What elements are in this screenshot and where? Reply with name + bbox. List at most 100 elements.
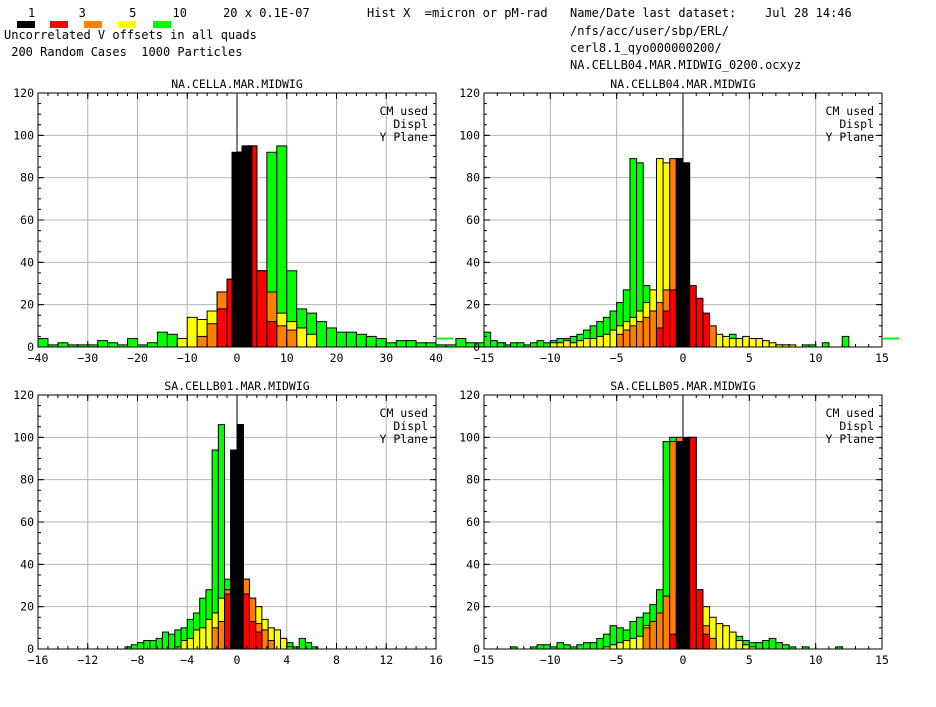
- panel-annotation: Y Plane: [826, 130, 875, 144]
- x-tick-label: −5: [610, 653, 624, 667]
- bar: [248, 620, 257, 650]
- bar: [755, 642, 764, 650]
- bar: [510, 342, 518, 348]
- bar: [689, 436, 697, 650]
- y-tick-label: 100: [13, 430, 34, 444]
- bar: [176, 338, 188, 348]
- x-tick-label: −15: [474, 351, 495, 365]
- y-tick-label: 80: [466, 473, 480, 487]
- bar: [616, 333, 624, 348]
- bar: [143, 640, 151, 650]
- x-tick-label: 12: [379, 653, 393, 667]
- x-tick-label: 30: [379, 351, 393, 365]
- bar: [735, 640, 744, 650]
- bar: [609, 329, 618, 348]
- bar: [695, 589, 704, 650]
- bar: [298, 637, 306, 650]
- bar: [702, 312, 711, 348]
- panel-annotation: Displ: [393, 117, 428, 131]
- bar: [563, 340, 571, 348]
- y-tick-label: 100: [459, 128, 480, 142]
- x-tick-label: 10: [809, 653, 823, 667]
- bar: [715, 333, 724, 348]
- bar: [629, 637, 638, 650]
- bar: [326, 327, 337, 348]
- x-tick-label: −16: [28, 653, 49, 667]
- x-tick-label: 40: [429, 351, 443, 365]
- x-tick-label: −10: [177, 351, 198, 365]
- bar: [345, 331, 357, 348]
- panel-annotation: CM used: [380, 104, 428, 118]
- y-tick-label: 120: [13, 388, 34, 402]
- panel-annotation: Y Plane: [380, 432, 429, 446]
- bar: [589, 338, 598, 348]
- dataset-path-2: cerl8.1_qyo000000200/: [570, 41, 722, 55]
- bar: [180, 640, 188, 650]
- y-tick-label: 0: [27, 340, 34, 354]
- bar: [722, 335, 730, 348]
- x-tick-label: −10: [540, 653, 561, 667]
- x-tick-label: −15: [474, 653, 495, 667]
- bar: [549, 342, 558, 348]
- bar: [211, 627, 219, 650]
- bar: [841, 335, 850, 348]
- bar: [490, 340, 498, 348]
- bar: [137, 642, 145, 650]
- y-tick-label: 20: [20, 298, 34, 312]
- y-tick-label: 120: [459, 86, 480, 100]
- x-tick-label: 16: [429, 653, 443, 667]
- bar: [186, 316, 198, 348]
- bar: [536, 644, 545, 650]
- bar: [276, 325, 288, 348]
- bar: [629, 325, 638, 348]
- hist-units: Hist X =micron or pM-rad: [367, 6, 548, 20]
- y-tick-label: 40: [466, 255, 480, 269]
- bar: [316, 321, 328, 348]
- bar: [589, 642, 598, 650]
- x-tick-label: 0: [234, 653, 241, 667]
- bar: [556, 642, 565, 650]
- y-tick-label: 120: [459, 388, 480, 402]
- bar: [435, 344, 447, 348]
- bar: [529, 342, 538, 348]
- y-tick-label: 40: [466, 557, 480, 571]
- y-tick-label: 80: [20, 171, 34, 185]
- bar: [655, 327, 664, 348]
- bar: [127, 338, 139, 348]
- y-tick-label: 40: [20, 557, 34, 571]
- x-tick-label: 0: [680, 653, 687, 667]
- x-tick-label: 0: [680, 351, 687, 365]
- bar: [355, 333, 367, 348]
- bar: [57, 342, 69, 348]
- x-tick-label: 4: [283, 653, 290, 667]
- legend-swatch-1: [17, 21, 35, 28]
- bar: [445, 344, 457, 348]
- bar: [365, 335, 377, 348]
- series-1: [231, 145, 253, 348]
- bar: [669, 441, 677, 650]
- bar: [266, 321, 278, 348]
- bar: [722, 625, 730, 650]
- bar: [622, 329, 631, 348]
- bar: [649, 310, 657, 348]
- bar: [583, 338, 591, 348]
- bar: [655, 612, 664, 650]
- bar: [199, 627, 207, 650]
- x-tick-label: −12: [77, 653, 98, 667]
- bar: [569, 342, 578, 348]
- bar: [735, 338, 744, 348]
- x-tick-label: 5: [746, 653, 753, 667]
- bar: [375, 338, 387, 348]
- bar: [636, 635, 644, 650]
- bar: [415, 342, 427, 348]
- x-tick-label: 10: [809, 351, 823, 365]
- bar: [695, 297, 704, 348]
- bar: [206, 323, 218, 348]
- bar: [280, 637, 288, 650]
- bar: [821, 342, 830, 348]
- bar: [273, 629, 282, 650]
- bar: [242, 593, 250, 650]
- panel-annotation: Displ: [839, 419, 874, 433]
- panel-annotation: Displ: [839, 117, 874, 131]
